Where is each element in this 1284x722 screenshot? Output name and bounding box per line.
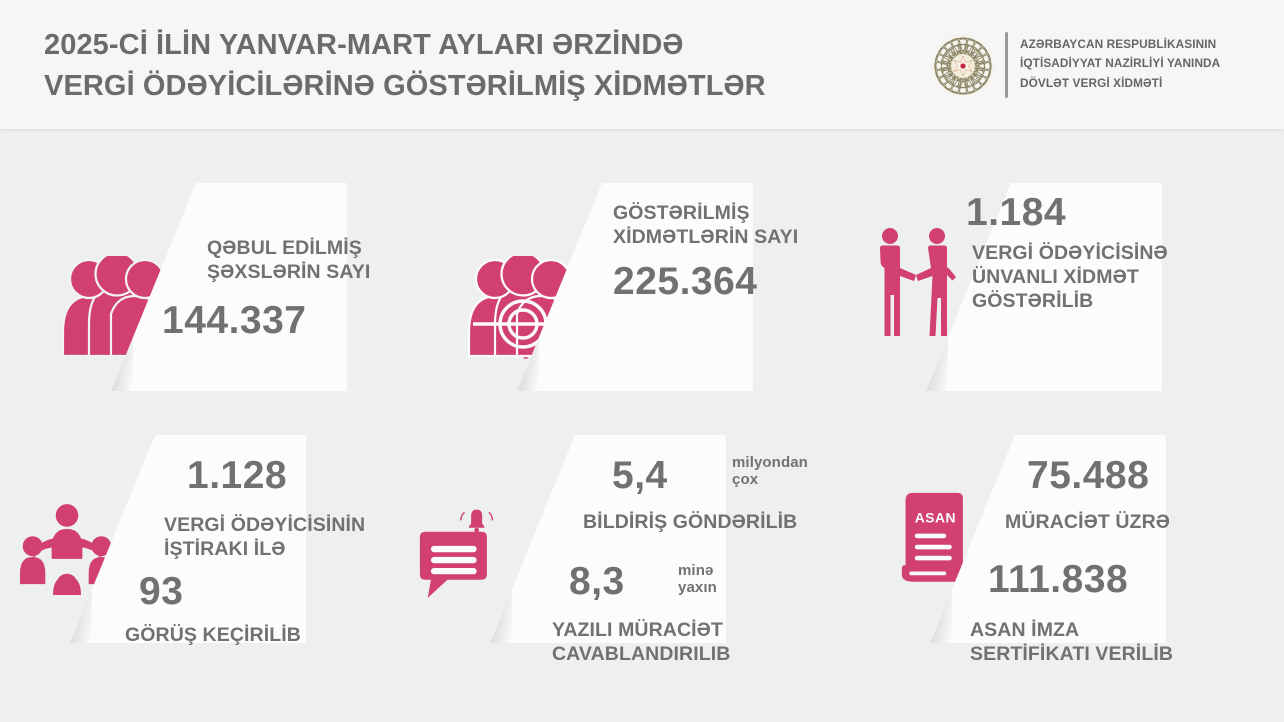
svg-text:ASAN: ASAN (915, 510, 956, 526)
